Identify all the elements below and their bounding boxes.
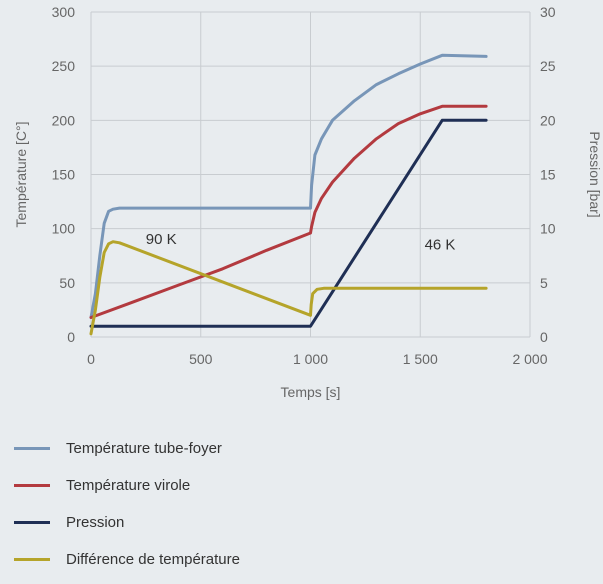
legend-label: Température virole	[66, 477, 191, 494]
y2-tick-label: 10	[540, 221, 556, 237]
x-tick-label: 2 000	[512, 351, 547, 367]
y2-tick-label: 0	[540, 329, 548, 345]
x-tick-label: 1 000	[293, 351, 328, 367]
legend-item: Température tube-foyer	[14, 436, 240, 461]
legend-item: Pression	[14, 510, 240, 535]
legend-item: Différence de température	[14, 547, 240, 572]
y-tick-label: 0	[67, 329, 75, 345]
y-axis-label: Température [C°]	[13, 122, 29, 228]
series-lines	[89, 53, 488, 336]
legend-swatch	[14, 484, 50, 487]
y2-tick-label: 25	[540, 58, 556, 74]
x-tick-label: 1 500	[403, 351, 438, 367]
series-line	[89, 104, 488, 319]
series-line	[89, 240, 488, 336]
legend-item: Température virole	[14, 473, 240, 498]
y-tick-label: 300	[52, 4, 76, 20]
legend-swatch	[14, 447, 50, 450]
y2-tick-label: 15	[540, 167, 556, 183]
x-tick-label: 500	[189, 351, 213, 367]
series-line	[89, 118, 488, 328]
y-tick-label: 150	[52, 167, 76, 183]
y2-tick-label: 30	[540, 4, 556, 20]
y-tick-label: 50	[59, 275, 75, 291]
legend-swatch	[14, 558, 50, 561]
y-tick-label: 100	[52, 221, 76, 237]
y2-tick-label: 20	[540, 112, 556, 128]
annotation-90k: 90 K	[146, 231, 177, 248]
y2-axis-label: Pression [bar]	[587, 131, 603, 217]
legend: Température tube-foyer Température virol…	[14, 436, 240, 584]
y-tick-label: 200	[52, 112, 76, 128]
series-line	[89, 53, 488, 319]
annotation-46k: 46 K	[425, 236, 456, 253]
legend-label: Température tube-foyer	[66, 440, 222, 457]
legend-label: Différence de température	[66, 551, 240, 568]
y-tick-label: 250	[52, 58, 76, 74]
y2-tick-label: 5	[540, 275, 548, 291]
grid-lines	[90, 11, 531, 338]
x-axis-label: Temps [s]	[281, 384, 341, 400]
legend-swatch	[14, 521, 50, 524]
legend-label: Pression	[66, 514, 125, 531]
x-tick-label: 0	[87, 351, 95, 367]
